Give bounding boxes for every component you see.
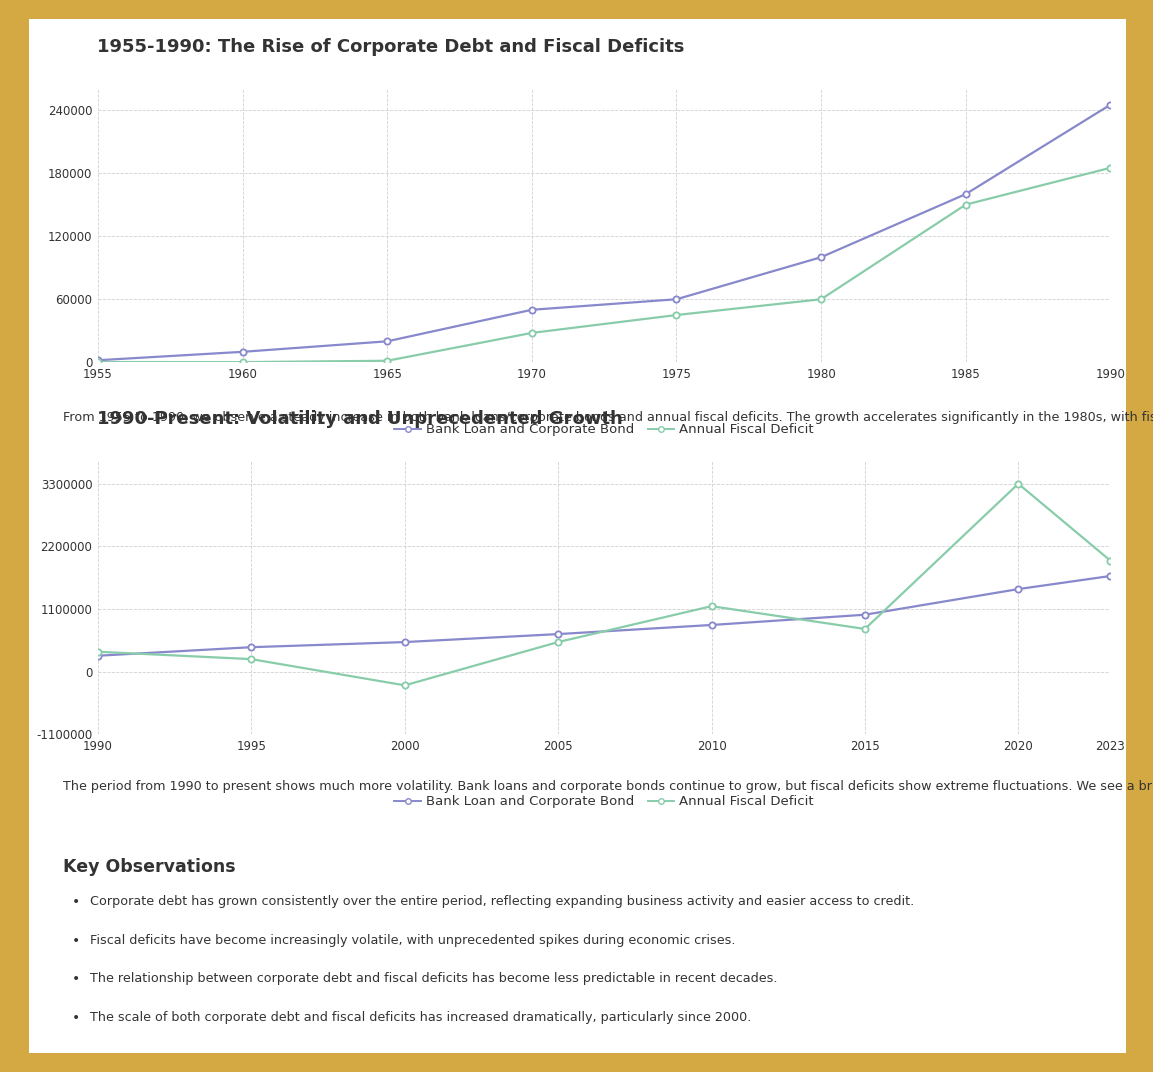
Text: Fiscal deficits have become increasingly volatile, with unprecedented spikes dur: Fiscal deficits have become increasingly… xyxy=(90,934,736,947)
Text: The relationship between corporate debt and fiscal deficits has become less pred: The relationship between corporate debt … xyxy=(90,972,777,985)
Text: •: • xyxy=(71,1011,80,1025)
Legend: Bank Loan and Corporate Bond, Annual Fiscal Deficit: Bank Loan and Corporate Bond, Annual Fis… xyxy=(390,418,819,442)
Legend: Bank Loan and Corporate Bond, Annual Fiscal Deficit: Bank Loan and Corporate Bond, Annual Fis… xyxy=(390,790,819,814)
Text: •: • xyxy=(71,972,80,986)
Text: Corporate debt has grown consistently over the entire period, reflecting expandi: Corporate debt has grown consistently ov… xyxy=(90,895,914,908)
Text: The scale of both corporate debt and fiscal deficits has increased dramatically,: The scale of both corporate debt and fis… xyxy=(90,1011,752,1024)
Text: Key Observations: Key Observations xyxy=(63,858,236,876)
Text: 1955-1990: The Rise of Corporate Debt and Fiscal Deficits: 1955-1990: The Rise of Corporate Debt an… xyxy=(97,39,685,56)
Text: 1990-Present: Volatility and Unprecedented Growth: 1990-Present: Volatility and Unprecedent… xyxy=(97,411,623,428)
Text: From 1955 to 1990, we observe a steady increase in both bank loans/corporate bon: From 1955 to 1990, we observe a steady i… xyxy=(63,411,1153,423)
Text: •: • xyxy=(71,934,80,948)
Text: •: • xyxy=(71,895,80,909)
FancyBboxPatch shape xyxy=(14,5,1141,1067)
Text: The period from 1990 to present shows much more volatility. Bank loans and corpo: The period from 1990 to present shows mu… xyxy=(63,780,1153,793)
